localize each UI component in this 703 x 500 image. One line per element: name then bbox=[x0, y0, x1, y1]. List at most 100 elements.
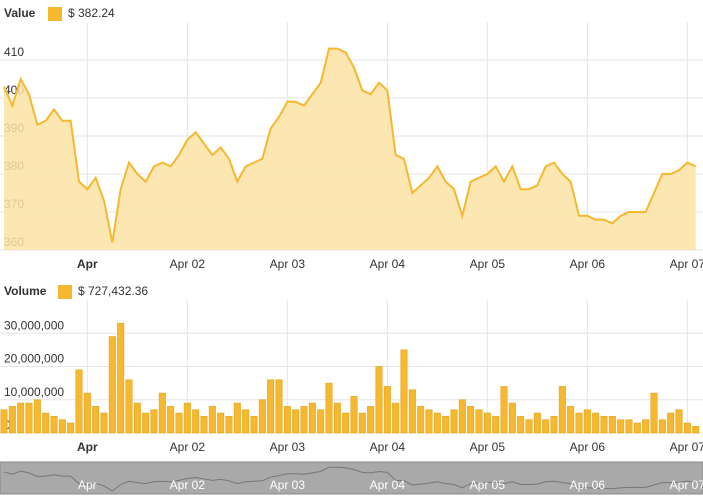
legend-value: $ 382.24 bbox=[68, 6, 115, 20]
bar bbox=[450, 409, 458, 434]
bar bbox=[175, 412, 183, 434]
bar bbox=[292, 409, 300, 434]
bar bbox=[392, 402, 400, 434]
legend-name: Volume bbox=[4, 284, 47, 298]
bar bbox=[133, 402, 141, 434]
bar bbox=[8, 406, 16, 434]
bar bbox=[100, 412, 108, 434]
bar bbox=[283, 406, 291, 434]
bar bbox=[500, 386, 508, 434]
bar bbox=[692, 426, 700, 434]
bar bbox=[125, 379, 133, 434]
bar bbox=[333, 402, 341, 434]
bar bbox=[233, 402, 241, 434]
bar bbox=[608, 416, 616, 434]
x-tick-label: Apr bbox=[77, 257, 98, 271]
navigator-line bbox=[3, 466, 696, 492]
bar bbox=[617, 419, 625, 434]
bar bbox=[200, 416, 208, 434]
bar bbox=[142, 412, 150, 434]
navigator-label: Apr 05 bbox=[470, 478, 506, 492]
bar bbox=[58, 419, 66, 434]
x-tick-label: Apr 05 bbox=[470, 257, 506, 271]
bar bbox=[575, 412, 583, 434]
navigator-label: Apr 02 bbox=[170, 478, 206, 492]
y-tick-label: 30,000,000 bbox=[4, 318, 64, 332]
x-tick-label: Apr 07 bbox=[670, 440, 703, 454]
bar bbox=[383, 386, 391, 434]
navigator-label: Apr bbox=[78, 478, 97, 492]
bar bbox=[25, 402, 33, 434]
bar bbox=[225, 416, 233, 434]
bar bbox=[492, 416, 500, 434]
bar bbox=[633, 422, 641, 434]
bar bbox=[658, 419, 666, 434]
bar bbox=[75, 369, 83, 434]
bar bbox=[667, 412, 675, 434]
bar bbox=[33, 399, 41, 434]
bar bbox=[192, 409, 200, 434]
bar bbox=[342, 412, 350, 434]
x-tick-label: Apr 04 bbox=[370, 257, 406, 271]
bar bbox=[275, 379, 283, 434]
x-tick-label: Apr 03 bbox=[270, 440, 306, 454]
bar bbox=[358, 412, 366, 434]
bar bbox=[300, 406, 308, 434]
bar bbox=[625, 419, 633, 434]
y-tick-label: 10,000,000 bbox=[4, 385, 64, 399]
bar bbox=[317, 409, 325, 434]
bar bbox=[433, 412, 441, 434]
bar bbox=[367, 406, 375, 434]
bar bbox=[258, 399, 266, 434]
x-tick-label: Apr 06 bbox=[570, 440, 606, 454]
navigator[interactable] bbox=[0, 461, 703, 495]
legend-value: $ 727,432.36 bbox=[78, 284, 148, 298]
bar bbox=[550, 416, 558, 434]
x-tick-label: Apr bbox=[77, 440, 98, 454]
bar bbox=[50, 416, 58, 434]
bar bbox=[525, 419, 533, 434]
bar bbox=[350, 396, 358, 434]
x-tick-label: Apr 02 bbox=[170, 440, 206, 454]
bar bbox=[458, 399, 466, 434]
bar bbox=[467, 406, 475, 434]
bar bbox=[92, 406, 100, 434]
navigator-label: Apr 04 bbox=[370, 478, 406, 492]
bar bbox=[542, 419, 550, 434]
bar bbox=[250, 416, 258, 434]
bar bbox=[567, 406, 575, 434]
bar bbox=[442, 416, 450, 434]
bar bbox=[483, 412, 491, 434]
x-tick-label: Apr 07 bbox=[670, 257, 703, 271]
bar bbox=[592, 412, 600, 434]
navigator-label: Apr 07 bbox=[670, 478, 703, 492]
bar bbox=[475, 409, 483, 434]
bar bbox=[408, 389, 416, 434]
bar bbox=[425, 409, 433, 434]
bar bbox=[375, 366, 383, 434]
x-tick-label: Apr 03 bbox=[270, 257, 306, 271]
bar bbox=[558, 386, 566, 434]
x-tick-label: Apr 05 bbox=[470, 440, 506, 454]
x-tick-label: Apr 06 bbox=[570, 257, 606, 271]
bar bbox=[683, 422, 691, 434]
bar bbox=[42, 412, 50, 434]
navigator-label: Apr 06 bbox=[570, 478, 606, 492]
bar bbox=[642, 419, 650, 434]
bar bbox=[242, 409, 250, 434]
bar bbox=[533, 412, 541, 434]
legend-swatch bbox=[48, 7, 62, 21]
bar bbox=[600, 416, 608, 434]
bar bbox=[650, 392, 658, 434]
y-tick-label: 410 bbox=[4, 45, 24, 59]
y-tick-label: 20,000,000 bbox=[4, 352, 64, 366]
navigator-label: Apr 03 bbox=[270, 478, 306, 492]
bar bbox=[517, 416, 525, 434]
x-tick-label: Apr 04 bbox=[370, 440, 406, 454]
x-tick-label: Apr 02 bbox=[170, 257, 206, 271]
area-fill bbox=[4, 48, 696, 250]
bar bbox=[183, 402, 191, 434]
bar bbox=[108, 336, 116, 434]
bar bbox=[675, 409, 683, 434]
